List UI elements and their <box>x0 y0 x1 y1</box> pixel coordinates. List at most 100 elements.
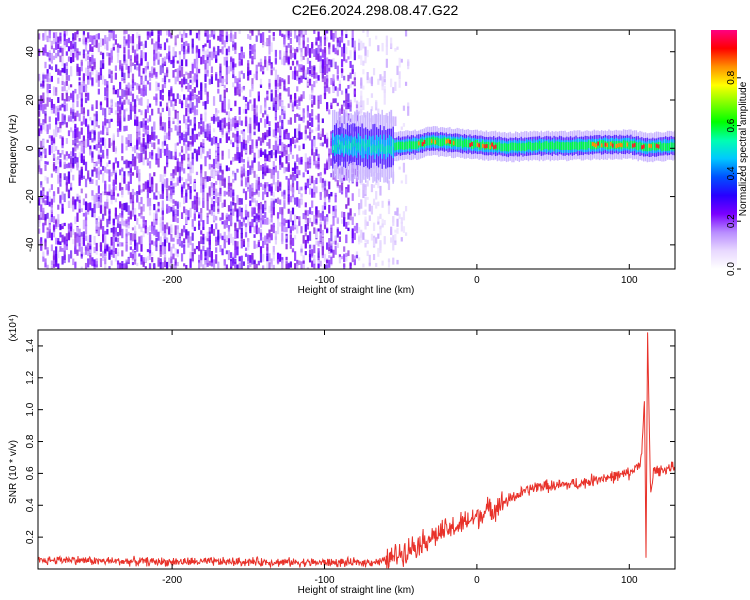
spectrogram-noise-cell <box>296 48 299 53</box>
spectrogram-noise-cell <box>84 161 88 171</box>
spectrogram-noise-cell <box>326 180 329 186</box>
spectrogram-noise-cell <box>315 127 318 132</box>
spectrogram-noise-cell <box>244 223 248 228</box>
spectrogram-noise-cell <box>219 120 222 130</box>
spectrogram-noise-cell <box>355 104 359 109</box>
spectrogram-noise-cell <box>48 78 51 83</box>
spectrogram-noise-cell <box>153 264 156 269</box>
spectrogram-noise-cell <box>227 189 231 197</box>
spectrogram-noise-cell <box>338 40 342 48</box>
spectrogram-noise-cell <box>328 181 331 190</box>
spectrogram-noise-cell <box>313 215 316 225</box>
spectrogram-noise-cell <box>72 91 75 96</box>
spectrogram-noise-cell <box>157 59 160 65</box>
spectrogram-noise-cell <box>125 259 128 263</box>
spectrogram-noise-cell <box>270 64 273 69</box>
spectrogram-noise-cell <box>255 106 258 114</box>
spectrogram-noise-cell <box>104 253 107 259</box>
spectrogram-noise-cell <box>187 72 190 79</box>
spectrogram-noise-cell <box>185 85 188 90</box>
spectrogram-noise-cell <box>328 87 331 94</box>
spectrogram-noise-cell <box>315 186 318 193</box>
spectrogram-noise-cell <box>223 96 226 104</box>
spectrogram-noise-cell <box>217 78 220 88</box>
spectrogram-noise-cell <box>50 41 54 46</box>
spectrogram-noise-cell <box>274 129 278 139</box>
spectrogram-noise-cell <box>317 153 320 159</box>
spectrogram-noise-cell <box>281 213 284 224</box>
spectrogram-signal-cell <box>344 140 347 149</box>
spectrogram-noise-cell <box>40 212 43 218</box>
spectrogram-noise-cell <box>253 157 256 163</box>
spectrogram-signal-cell <box>465 139 468 147</box>
spectrogram-noise-cell <box>217 146 220 155</box>
spectrogram-noise-cell <box>287 143 290 148</box>
spectrogram-noise-cell <box>48 97 51 103</box>
spectrogram-noise-cell <box>257 260 260 266</box>
spectrogram-noise-cell <box>89 145 92 151</box>
spectrogram-noise-cell <box>217 116 220 123</box>
spectrogram-noise-cell <box>276 226 280 235</box>
spectrogram-noise-cell <box>266 182 269 187</box>
spectrogram-noise-cell <box>283 146 286 156</box>
spectrogram-noise-cell <box>294 162 297 170</box>
spectrogram-noise-cell <box>93 61 96 70</box>
spectrogram-noise-cell <box>202 131 205 137</box>
spectrogram-noise-cell <box>294 128 297 139</box>
spectrogram-noise-cell <box>298 64 301 72</box>
spectrogram-noise-cell <box>377 247 380 257</box>
spectrogram-noise-cell <box>204 30 207 36</box>
spectrogram-noise-cell <box>385 39 388 47</box>
spectrogram-noise-cell <box>157 151 160 160</box>
spectrogram-noise-cell <box>180 102 184 109</box>
spectrogram-noise-cell <box>180 83 184 92</box>
spectrogram-noise-cell <box>319 48 322 52</box>
spectrogram-noise-cell <box>296 263 299 269</box>
spectrogram-noise-cell <box>187 216 190 221</box>
spectrogram-noise-cell <box>178 131 182 138</box>
spectrogram-signal-cell <box>586 141 588 150</box>
spectrogram-noise-cell <box>46 264 49 269</box>
spectrogram-noise-cell <box>334 143 337 149</box>
spectrogram-noise-cell <box>148 250 152 257</box>
spectrogram-noise-cell <box>234 133 237 143</box>
spectrogram-noise-cell <box>198 131 201 137</box>
spectrogram-noise-cell <box>232 189 235 196</box>
spectrogram-signal-cell <box>480 142 482 150</box>
spectrogram-noise-cell <box>304 202 307 208</box>
spectrogram-peak-cell <box>655 143 658 148</box>
spectrogram-noise-cell <box>217 263 220 269</box>
spectrogram-noise-cell <box>298 79 301 84</box>
spectrogram-noise-cell <box>174 155 177 160</box>
spectrogram-noise-cell <box>276 170 280 180</box>
spectrogram-noise-cell <box>74 138 77 146</box>
spectrogram-noise-cell <box>345 204 348 209</box>
spectrogram-signal-cell <box>498 141 500 150</box>
spectrogram-noise-cell <box>168 107 171 116</box>
spectrogram-noise-cell <box>72 33 75 41</box>
spectrogram-signal-cell <box>394 142 396 151</box>
spectrogram-noise-cell <box>230 32 233 42</box>
spectrogram-noise-cell <box>52 143 56 153</box>
spectrogram-noise-cell <box>50 244 54 252</box>
spectrogram-noise-cell <box>63 100 66 107</box>
spectrogram-noise-cell <box>294 174 297 181</box>
spectrogram-peak-cell <box>421 142 424 147</box>
spectrogram-noise-cell <box>257 203 260 211</box>
spectrogram-noise-cell <box>366 221 369 226</box>
spectrogram-noise-cell <box>212 168 216 179</box>
spectrogram-noise-cell <box>208 57 211 66</box>
spectrogram-noise-cell <box>176 60 179 64</box>
spectrogram-noise-cell <box>364 55 367 64</box>
spectrogram-noise-cell <box>102 38 105 46</box>
spectrogram-noise-cell <box>87 203 90 212</box>
spectrogram-noise-cell <box>308 162 312 169</box>
spectrogram-noise-cell <box>362 85 365 90</box>
spectrogram-signal-cell <box>575 141 577 150</box>
spectrogram-signal-cell <box>496 142 499 151</box>
spectrogram-noise-cell <box>159 119 162 125</box>
spectrogram-noise-cell <box>134 208 137 214</box>
spectrogram-noise-cell <box>108 33 111 41</box>
spectrogram-noise-cell <box>183 244 186 255</box>
spectrogram-noise-cell <box>72 174 75 181</box>
